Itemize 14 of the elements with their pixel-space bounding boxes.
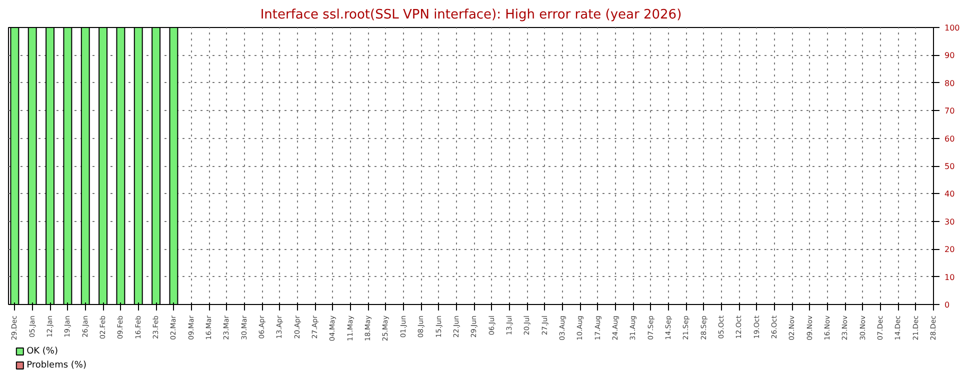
- chart-title: Interface ssl.root(SSL VPN interface): High error rate (year 2026): [260, 8, 682, 22]
- y-tick-label: 0: [944, 300, 950, 310]
- y-tick-label: 90: [944, 51, 955, 60]
- y-tick-label: 80: [944, 78, 955, 88]
- y-tick-label: 40: [944, 190, 955, 199]
- legend-label: Problems (%): [26, 360, 86, 370]
- y-tick-label: 20: [944, 245, 955, 254]
- y-tick-label: 10: [944, 272, 955, 282]
- y-tick-label: 60: [944, 134, 955, 144]
- y-tick-label: 30: [944, 217, 955, 226]
- y-tick-label: 100: [944, 24, 960, 32]
- y-tick-label: 50: [944, 162, 955, 171]
- y-tick-label: 70: [944, 106, 955, 116]
- legend-label: OK (%): [26, 346, 58, 356]
